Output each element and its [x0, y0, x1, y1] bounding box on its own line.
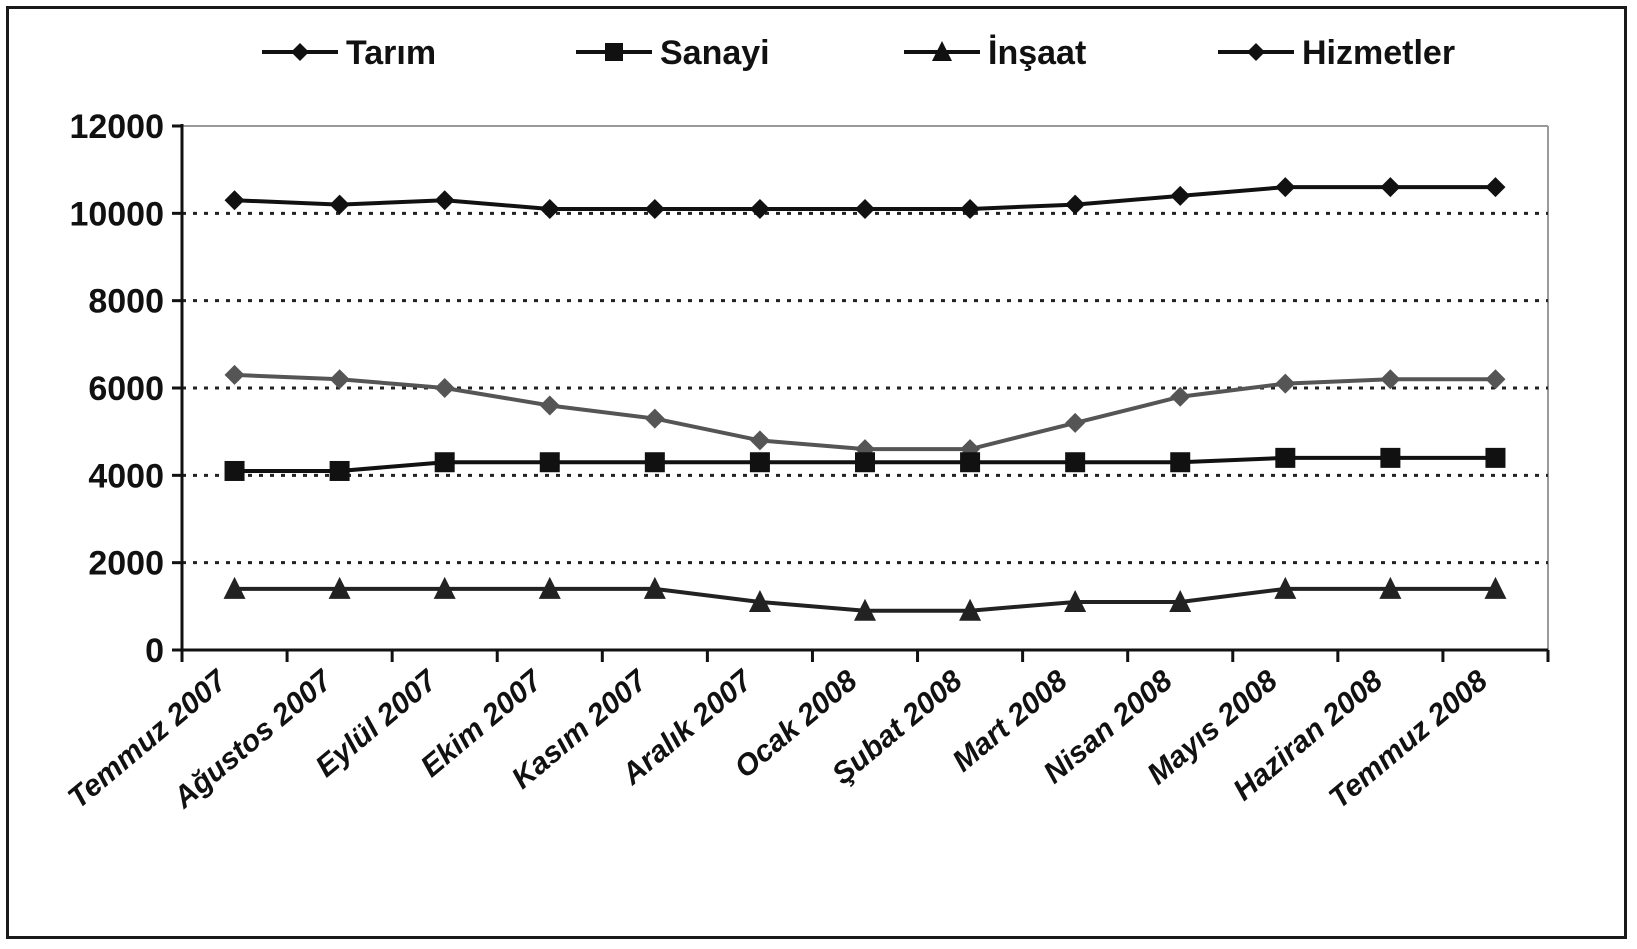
y-tick-label: 4000	[88, 457, 164, 495]
y-tick-label: 8000	[88, 283, 164, 321]
data-point-diamond	[1170, 185, 1191, 206]
data-point-diamond	[1380, 177, 1401, 198]
data-point-diamond	[434, 378, 455, 398]
data-point-triangle	[538, 576, 561, 599]
data-point-diamond	[1275, 373, 1296, 394]
data-point-diamond	[1275, 177, 1296, 198]
data-point-triangle	[748, 589, 771, 612]
data-point-diamond	[749, 198, 770, 219]
legend: Tarım Sanayi İnşaat Hizmetler	[262, 34, 1455, 72]
data-point-diamond	[434, 190, 455, 211]
y-tick-label: 0	[145, 632, 164, 670]
data-point-triangle	[1064, 589, 1087, 612]
data-point-square	[329, 460, 350, 481]
data-point-square	[1380, 447, 1401, 468]
data-point-diamond	[960, 198, 981, 219]
data-point-triangle	[1484, 576, 1507, 599]
data-point-triangle	[1274, 576, 1297, 599]
data-point-diamond	[855, 198, 875, 219]
data-point-triangle	[1169, 589, 1192, 612]
y-tick-label: 6000	[88, 370, 164, 408]
legend-item-2: İnşaat	[904, 34, 1086, 72]
series-3	[224, 177, 1506, 219]
series-0	[224, 364, 1506, 460]
data-point-diamond	[644, 198, 665, 219]
data-point-triangle	[854, 598, 876, 621]
data-point-square	[855, 452, 875, 473]
data-point-triangle	[643, 576, 666, 599]
data-point-square	[434, 452, 455, 473]
data-point-diamond	[1247, 43, 1265, 61]
data-point-diamond	[1380, 369, 1401, 390]
data-point-triangle	[959, 598, 982, 621]
legend-label: Sanayi	[660, 34, 770, 72]
legend-item-3: Hizmetler	[1218, 34, 1455, 72]
data-point-square	[1170, 452, 1191, 473]
series-line	[234, 372, 1496, 452]
data-point-diamond	[539, 395, 560, 416]
data-point-diamond	[749, 430, 770, 451]
data-point-triangle	[433, 576, 456, 599]
data-point-square	[960, 452, 981, 473]
data-point-triangle	[932, 41, 952, 61]
data-point-diamond	[1065, 194, 1086, 215]
data-point-diamond	[224, 190, 245, 211]
data-point-diamond	[644, 408, 665, 429]
y-tick-label: 10000	[69, 195, 164, 233]
data-point-triangle	[223, 576, 246, 599]
data-point-square	[1485, 447, 1506, 468]
data-point-triangle	[328, 576, 351, 599]
y-tick-label: 12000	[69, 108, 164, 146]
y-axis: 0 2000 4000 6000 8000 10000 12000	[69, 108, 184, 670]
data-point-diamond	[1170, 386, 1191, 407]
data-point-diamond	[329, 369, 350, 390]
data-point-diamond	[1485, 177, 1506, 198]
data-point-diamond	[1065, 412, 1086, 433]
data-point-square	[644, 452, 665, 473]
data-point-diamond	[291, 43, 309, 61]
legend-label: İnşaat	[988, 34, 1086, 72]
data-point-square	[1065, 452, 1086, 473]
data-point-square	[605, 43, 623, 61]
data-point-triangle	[1379, 576, 1402, 599]
series-1	[224, 447, 1506, 481]
legend-item-1: Sanayi	[576, 34, 770, 72]
legend-item-0: Tarım	[262, 34, 436, 72]
legend-label: Hizmetler	[1302, 34, 1455, 72]
data-point-diamond	[329, 194, 350, 215]
series-2	[223, 576, 1507, 621]
data-point-diamond	[224, 364, 245, 385]
series-group	[223, 177, 1507, 621]
legend-label: Tarım	[346, 34, 436, 72]
data-point-diamond	[539, 198, 560, 219]
data-point-square	[224, 460, 245, 481]
data-point-square	[539, 452, 560, 473]
data-point-diamond	[1485, 369, 1506, 390]
data-point-square	[1275, 447, 1296, 468]
y-tick-label: 2000	[88, 545, 164, 583]
data-point-square	[749, 452, 770, 473]
